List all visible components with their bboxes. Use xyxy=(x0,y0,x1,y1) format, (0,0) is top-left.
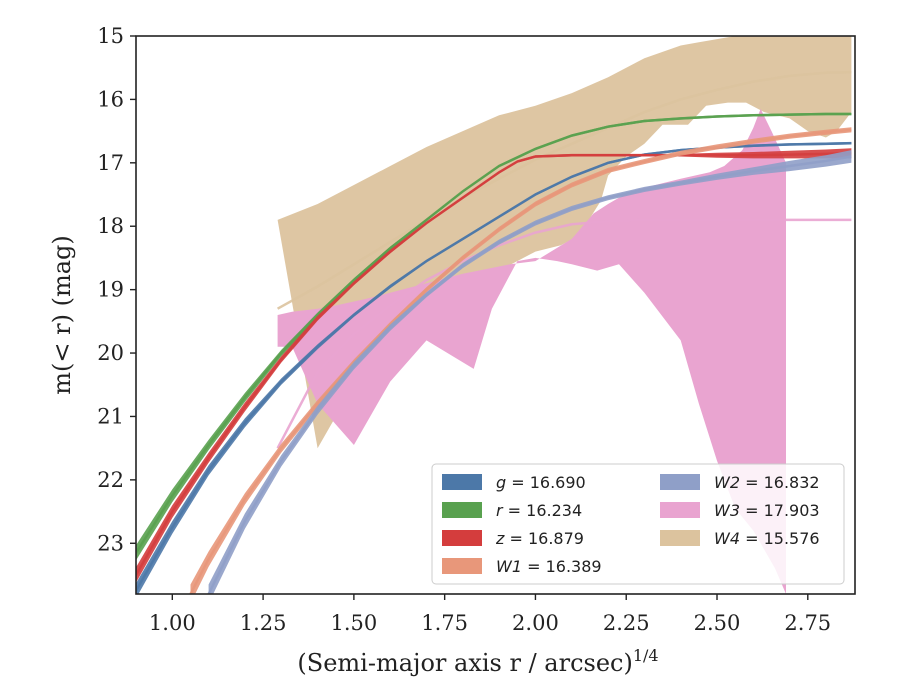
x-tick-label: 1.75 xyxy=(421,611,468,635)
y-axis-title: m(< r) (mag) xyxy=(48,235,76,394)
series-line-w2 xyxy=(207,155,852,594)
x-tick-label: 2.75 xyxy=(784,611,831,635)
y-tick-label: 18 xyxy=(97,214,124,238)
x-axis-title: (Semi-major axis r / arcsec)1/4 xyxy=(297,646,658,677)
series-line-w3 xyxy=(276,218,852,449)
x-tick-label: 1.50 xyxy=(330,611,377,635)
y-tick-label: 21 xyxy=(97,404,124,428)
x-tick-label: 1.00 xyxy=(149,611,196,635)
x-tick-label: 2.50 xyxy=(694,611,741,635)
legend-swatch-w3 xyxy=(660,502,700,518)
x-tick-label: 2.00 xyxy=(512,611,559,635)
series-line-g xyxy=(136,141,852,592)
series-line-r xyxy=(136,112,852,554)
x-tick-label: 1.25 xyxy=(240,611,287,635)
x-tick-label: 2.25 xyxy=(603,611,650,635)
legend-label-w2: W2 = 16.832 xyxy=(714,473,820,492)
x-axis-label-exponent: 1/4 xyxy=(633,646,659,665)
bands-layer xyxy=(277,36,852,594)
legend-label-w1: W1 = 16.389 xyxy=(496,557,602,576)
legend-swatch-r xyxy=(442,502,482,518)
y-tick-label: 19 xyxy=(97,278,124,302)
y-tick-label: 22 xyxy=(97,468,124,492)
legend-box xyxy=(431,463,845,585)
y-tick-label: 17 xyxy=(97,151,124,175)
plot-frame xyxy=(135,35,856,595)
legend-label-g: g = 16.690 xyxy=(496,473,586,492)
x-axis: 1.00 1.25 1.50 1.75 2.00 2.25 2.50 2.75 xyxy=(149,594,831,635)
series-line-w4 xyxy=(276,70,852,310)
lines-layer xyxy=(136,70,852,594)
band-w4 xyxy=(277,36,852,449)
legend-swatch-g xyxy=(442,474,482,490)
y-tick-label: 23 xyxy=(97,531,124,555)
series-line-z xyxy=(136,152,852,576)
y-tick-label: 16 xyxy=(97,87,124,111)
legend-swatch-z xyxy=(442,530,482,546)
x-axis-label: (Semi-major axis r / arcsec) xyxy=(297,649,632,677)
series-line-w1 xyxy=(189,128,852,594)
legend-swatch-w2 xyxy=(660,474,700,490)
band-z xyxy=(136,148,852,583)
band-w3 xyxy=(277,108,786,594)
legend-swatch-w1 xyxy=(442,558,482,574)
legend-label-z: z = 16.879 xyxy=(495,529,584,548)
y-tick-label: 15 xyxy=(97,24,124,48)
legend-swatch-w4 xyxy=(660,530,700,546)
legend-label-w3: W3 = 17.903 xyxy=(714,501,820,520)
legend-label-w4: W4 = 15.576 xyxy=(714,529,820,548)
legend-label-r: r = 16.234 xyxy=(496,501,582,520)
y-axis: 15 16 17 18 19 20 21 22 23 xyxy=(97,24,136,555)
legend: g = 16.690 r = 16.234 z = 16.879 W1 = 16.38… xyxy=(431,463,845,585)
y-tick-label: 20 xyxy=(97,341,124,365)
